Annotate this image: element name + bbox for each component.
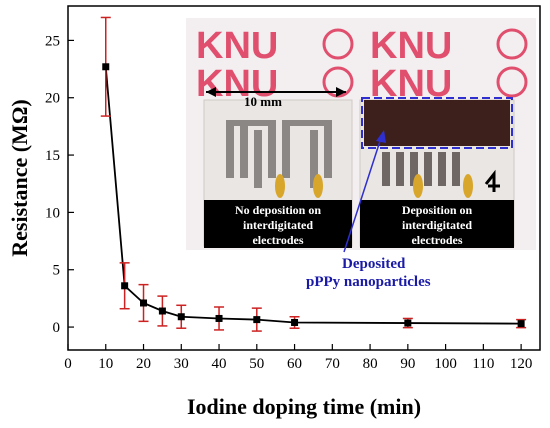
data-point [291, 318, 299, 326]
y-tick-label: 5 [53, 263, 61, 279]
y-tick-label: 20 [45, 91, 60, 107]
left-wire-contacts [275, 174, 323, 198]
x-tick-label: 40 [212, 356, 227, 372]
x-tick-label: 80 [363, 356, 378, 372]
annotation-pointer [343, 137, 382, 253]
left-caption-box [204, 200, 352, 248]
x-tick-label: 20 [136, 356, 151, 372]
deposited-film [364, 100, 510, 146]
data-point [102, 63, 110, 71]
logo-text: KNU [196, 63, 278, 105]
logo-text: KNU [370, 25, 452, 67]
logo-emblem [496, 66, 528, 98]
scale-arrow-left [206, 87, 216, 97]
plot-frame [67, 5, 541, 351]
left-caption-line: No deposition on [235, 203, 321, 217]
right-caption-line: Deposition on [402, 203, 473, 217]
data-point [177, 313, 185, 321]
x-tick-label: 60 [287, 356, 302, 372]
inset-photo: KNU KNU KNU KNU No deposition on [186, 18, 536, 250]
data-point [517, 320, 525, 328]
x-tick-label: 70 [325, 356, 340, 372]
annotation-arrowhead [376, 130, 386, 143]
x-tick-label: 120 [510, 356, 533, 372]
annotation-line: pPPy nanoparticles [306, 274, 431, 290]
logo-pattern: KNU KNU KNU KNU [196, 25, 528, 105]
x-axis-ticks: 0 10 20 30 40 50 60 70 80 90 100 110 120 [64, 344, 532, 372]
data-point [140, 299, 148, 307]
left-caption-line: electrodes [252, 233, 303, 247]
x-tick-label: 10 [98, 356, 113, 372]
scale-arrow-right [336, 87, 346, 97]
y-tick-label: 15 [45, 148, 60, 164]
logo-emblem [496, 28, 528, 60]
data-series [100, 16, 527, 332]
y-axis-ticks: 0 5 10 15 20 25 [45, 33, 74, 336]
left-electrodes [226, 120, 332, 188]
x-tick-label: 30 [174, 356, 189, 372]
right-caption-line: electrodes [411, 233, 462, 247]
x-tick-label: 50 [249, 356, 264, 372]
left-caption-line: interdigitated [243, 218, 313, 232]
y-axis-title: Resistance (MΩ) [7, 99, 32, 257]
right-wire-contacts [413, 174, 473, 198]
y-tick-label: 25 [45, 33, 60, 49]
x-tick-label: 110 [472, 356, 494, 372]
scale-label: 10 mm [244, 94, 282, 109]
data-point [253, 316, 261, 324]
data-point [404, 319, 412, 327]
y-tick-label: 10 [45, 205, 60, 221]
series-line [104, 66, 522, 325]
data-point [158, 307, 166, 315]
data-point [215, 314, 223, 322]
data-point [121, 282, 129, 290]
y-tick-label: 0 [53, 320, 61, 336]
logo-text: KNU [196, 25, 278, 67]
x-tick-label: 0 [64, 356, 72, 372]
deposition-region-outline [361, 97, 513, 149]
right-caption-box [360, 200, 514, 248]
right-electrodes [382, 152, 460, 186]
x-tick-label: 90 [400, 356, 415, 372]
x-tick-label: 100 [434, 356, 457, 372]
handwritten-mark [484, 169, 500, 192]
x-axis-title: Iodine doping time (min) [187, 394, 421, 419]
annotation-line: Deposited [342, 256, 406, 272]
logo-emblem [322, 28, 354, 60]
right-caption-line: interdigitated [402, 218, 472, 232]
